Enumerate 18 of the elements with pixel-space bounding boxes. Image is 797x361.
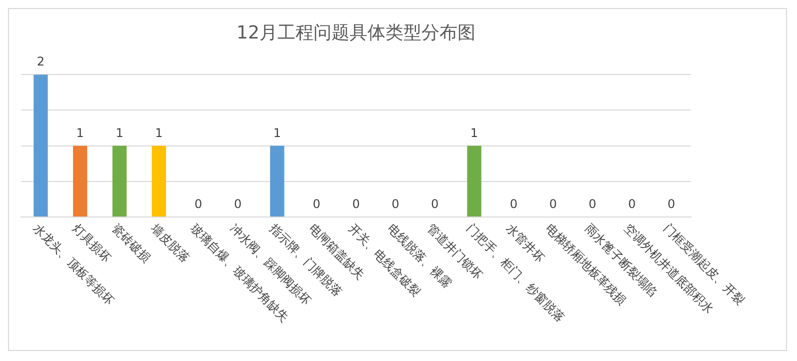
data-label: 0 xyxy=(234,197,242,212)
data-label: 0 xyxy=(352,197,360,212)
data-label: 1 xyxy=(470,126,478,140)
data-label: 0 xyxy=(392,197,400,212)
data-label: 0 xyxy=(628,197,636,212)
data-label: 1 xyxy=(76,126,84,140)
data-label: 0 xyxy=(431,197,439,212)
data-label: 0 xyxy=(312,197,320,212)
data-label: 1 xyxy=(273,126,281,140)
data-label: 0 xyxy=(588,197,596,212)
data-label: 2 xyxy=(36,54,45,69)
data-label: 0 xyxy=(549,197,557,212)
data-label: 0 xyxy=(194,197,202,212)
chart-title: 12月工程问题具体类型分布图 xyxy=(236,22,476,44)
data-label: 0 xyxy=(510,197,518,212)
data-label: 1 xyxy=(155,126,163,140)
data-label: 0 xyxy=(667,197,676,212)
data-label: 1 xyxy=(116,126,124,140)
